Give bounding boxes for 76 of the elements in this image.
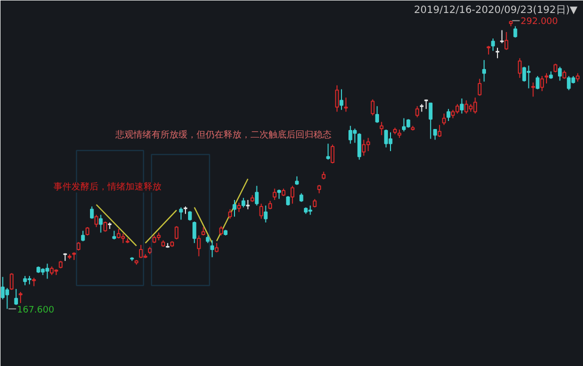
candlestick [98, 214, 103, 234]
annotation: 悲观情绪有所放缓，但仍在释放，二次触底后回归稳态 [114, 130, 332, 140]
candlestick [380, 121, 384, 136]
candlestick [366, 137, 370, 152]
candlestick [245, 199, 250, 210]
candlestick [259, 203, 264, 220]
candlestick [90, 206, 94, 220]
candlestick [10, 272, 14, 290]
candlestick [482, 60, 486, 82]
candlestick [424, 98, 429, 110]
candlestick [438, 124, 442, 138]
candlestick [277, 189, 281, 200]
annotation: 事件发酵后，情绪加速释放 [54, 182, 162, 192]
candlestick [464, 100, 468, 114]
candlestick [308, 205, 312, 216]
candlestick [513, 26, 518, 38]
candlestick [433, 129, 437, 140]
candlestick [544, 72, 548, 84]
candlestick [558, 66, 562, 82]
annotation: 292.000 [520, 17, 558, 28]
candlestick [370, 98, 375, 116]
candlestick [188, 210, 192, 222]
candlestick [491, 38, 495, 52]
candlestick [455, 104, 460, 114]
candlestick [232, 199, 236, 218]
candlestick [536, 76, 540, 90]
candlestick [5, 288, 10, 310]
candlestick [446, 108, 450, 122]
candlestick [340, 88, 344, 110]
candlestick [272, 188, 276, 200]
candlestick [242, 197, 246, 208]
candlestick [522, 66, 526, 82]
candlestick [94, 214, 98, 228]
candlestick [192, 221, 196, 244]
candlestick [518, 58, 522, 78]
candlestick [375, 106, 380, 124]
candlestick [499, 30, 504, 44]
candlestick [460, 98, 464, 114]
candlestick [237, 202, 241, 213]
candlestick [526, 65, 531, 89]
candlestick [330, 144, 334, 164]
candlestick [14, 288, 18, 306]
candlestick [531, 82, 536, 98]
candlestick [348, 125, 352, 144]
candlestick [326, 143, 330, 160]
candlestick [473, 97, 478, 114]
candlestick [566, 76, 571, 91]
candlestick [228, 208, 232, 220]
candlestick [442, 113, 446, 126]
candlestick [254, 185, 259, 206]
chart-title: 2019/12/16-2020/09/23(192日)▼ [414, 5, 578, 16]
candlestick [540, 76, 544, 92]
candlestick [335, 84, 339, 112]
candlestick [415, 106, 420, 118]
candlestick [45, 263, 50, 280]
candlestick [18, 291, 22, 304]
candlestick [357, 132, 362, 160]
candlestick [174, 226, 178, 240]
candlestick [428, 102, 432, 140]
candlestick [362, 139, 366, 156]
candlestick [214, 242, 219, 253]
candlestick [0, 276, 5, 300]
candlestick [286, 196, 290, 206]
candlestick [196, 234, 201, 257]
candlestick [219, 226, 224, 236]
candlestick [352, 128, 357, 144]
candlestick [504, 32, 508, 50]
candlestick [290, 185, 294, 204]
candlestick [210, 240, 214, 258]
candlestick [264, 205, 268, 223]
candlestick [478, 78, 482, 96]
candlestick [402, 118, 406, 132]
candlestick [344, 97, 348, 112]
candlestick [179, 206, 183, 220]
annotation: 167.600 [16, 305, 54, 316]
candlestick [139, 244, 143, 259]
